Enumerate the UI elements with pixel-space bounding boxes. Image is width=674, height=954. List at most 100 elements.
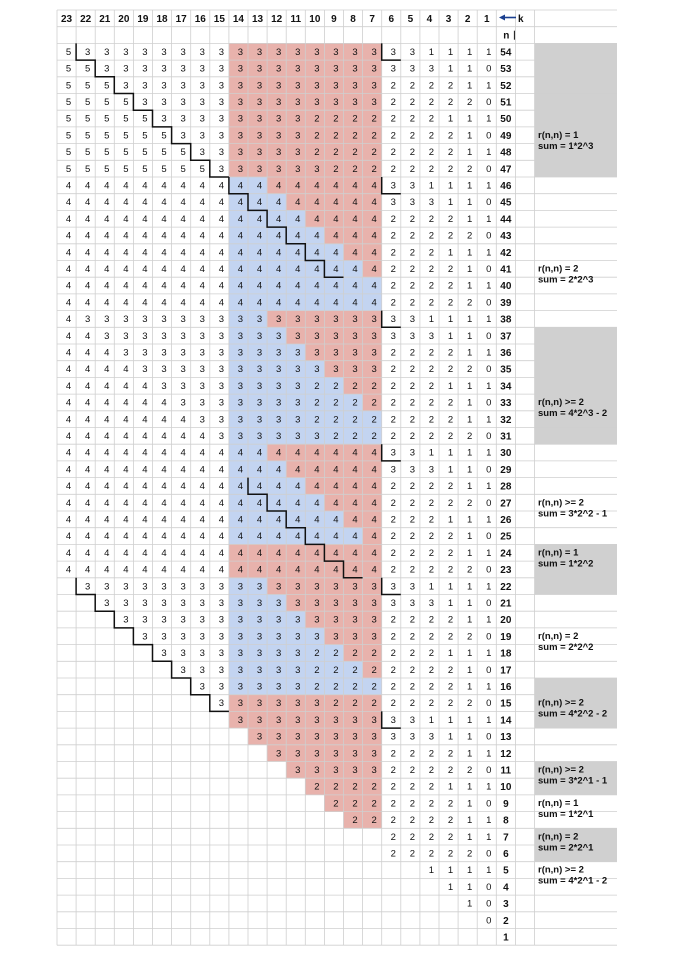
cell-value: 2 [429,498,434,509]
cell-value: 3 [276,648,281,659]
shaded-cell [362,277,382,294]
cell-value: 3 [219,381,224,392]
cell-value: 4 [352,464,357,475]
shaded-cell [305,344,325,361]
cell-value: 3 [123,47,128,58]
cell-value: 5 [104,114,109,125]
shaded-cell [286,394,306,411]
cell-value: 3 [276,147,281,158]
cell-value: 2 [352,147,357,158]
cell-value: 3 [238,314,243,325]
cell-value: 2 [429,798,434,809]
cell-value: 3 [333,364,338,375]
cell-value: 5 [85,130,90,141]
cell-value: 2 [410,348,415,359]
cell-value: 1 [467,348,472,359]
cell-value: 2 [391,615,396,626]
cell-value: 3 [352,64,357,75]
cell-value: 3 [295,130,300,141]
cell-value: 5 [104,97,109,108]
shaded-cell [305,561,325,578]
k-column-label: 13 [252,14,264,25]
cell-value: 3 [181,47,186,58]
shaded-cell [286,143,306,161]
cell-value: 2 [410,665,415,676]
cell-value: 4 [372,448,377,459]
cell-value: 1 [486,548,491,559]
shaded-cell [343,477,363,495]
shaded-cell [286,310,306,328]
k-column-label: 20 [118,14,130,25]
cell-value: 4 [85,398,90,409]
cell-value: 4 [295,464,300,475]
cell-value: 3 [142,64,147,75]
shaded-cell [343,711,363,729]
cell-value: 1 [467,748,472,759]
cell-value: 4 [295,565,300,576]
shaded-cell [324,110,344,127]
annotation-shade-4 [535,678,617,729]
shaded-cell [228,694,248,712]
shaded-cell [362,410,382,428]
cell-value: 3 [372,631,377,642]
cell-value: 4 [295,231,300,242]
cell-value: 3 [295,314,300,325]
cell-value: 5 [85,147,90,158]
cell-value: 4 [104,197,109,208]
cell-value: 4 [295,548,300,559]
shaded-cell [286,60,306,77]
cell-value: 5 [142,114,147,125]
cell-value: 3 [142,47,147,58]
cell-value: 4 [200,515,205,526]
cell-value: 4 [372,214,377,225]
cell-value: 2 [391,381,396,392]
cell-value: 3 [333,581,338,592]
cell-value: 3 [238,114,243,125]
shaded-cell [228,110,248,127]
shaded-cell [267,126,287,144]
n-row-label: 12 [500,749,512,760]
cell-value: 3 [238,97,243,108]
cell-value: 2 [429,414,434,425]
cell-value: 3 [314,615,319,626]
cell-value: 4 [181,231,186,242]
shaded-cell [248,477,268,495]
cell-value: 2 [333,147,338,158]
cell-value: 1 [467,715,472,726]
shaded-cell [305,76,325,94]
shaded-cell [286,644,306,662]
cell-value: 3 [142,631,147,642]
cell-value: 4 [181,214,186,225]
shaded-cell [362,711,382,729]
shaded-cell [324,126,344,144]
cell-value: 2 [448,815,453,826]
cell-value: 2 [391,515,396,526]
cell-value: 2 [314,130,319,141]
cell-value: 3 [200,130,205,141]
cell-value: 1 [448,581,453,592]
cell-value: 4 [333,197,338,208]
cell-value: 1 [486,47,491,58]
staircase-divider [380,577,401,596]
cell-value: 2 [352,431,357,442]
cell-value: 3 [257,414,262,425]
cell-value: 5 [66,164,71,175]
cell-value: 2 [352,665,357,676]
cell-value: 4 [295,247,300,258]
cell-value: 2 [429,114,434,125]
cell-value: 4 [161,247,166,258]
cell-value: 3 [219,47,224,58]
shaded-cell [324,93,344,111]
cell-value: 3 [257,581,262,592]
cell-value: 4 [238,214,243,225]
n-row-label: 52 [500,81,512,92]
shaded-cell [248,110,268,127]
cell-value: 4 [352,264,357,275]
shaded-cell [228,394,248,411]
cell-value: 1 [448,64,453,75]
cell-value: 4 [123,264,128,275]
cell-value: 4 [66,531,71,542]
cell-value: 3 [295,732,300,743]
k-column-label: 17 [176,14,188,25]
